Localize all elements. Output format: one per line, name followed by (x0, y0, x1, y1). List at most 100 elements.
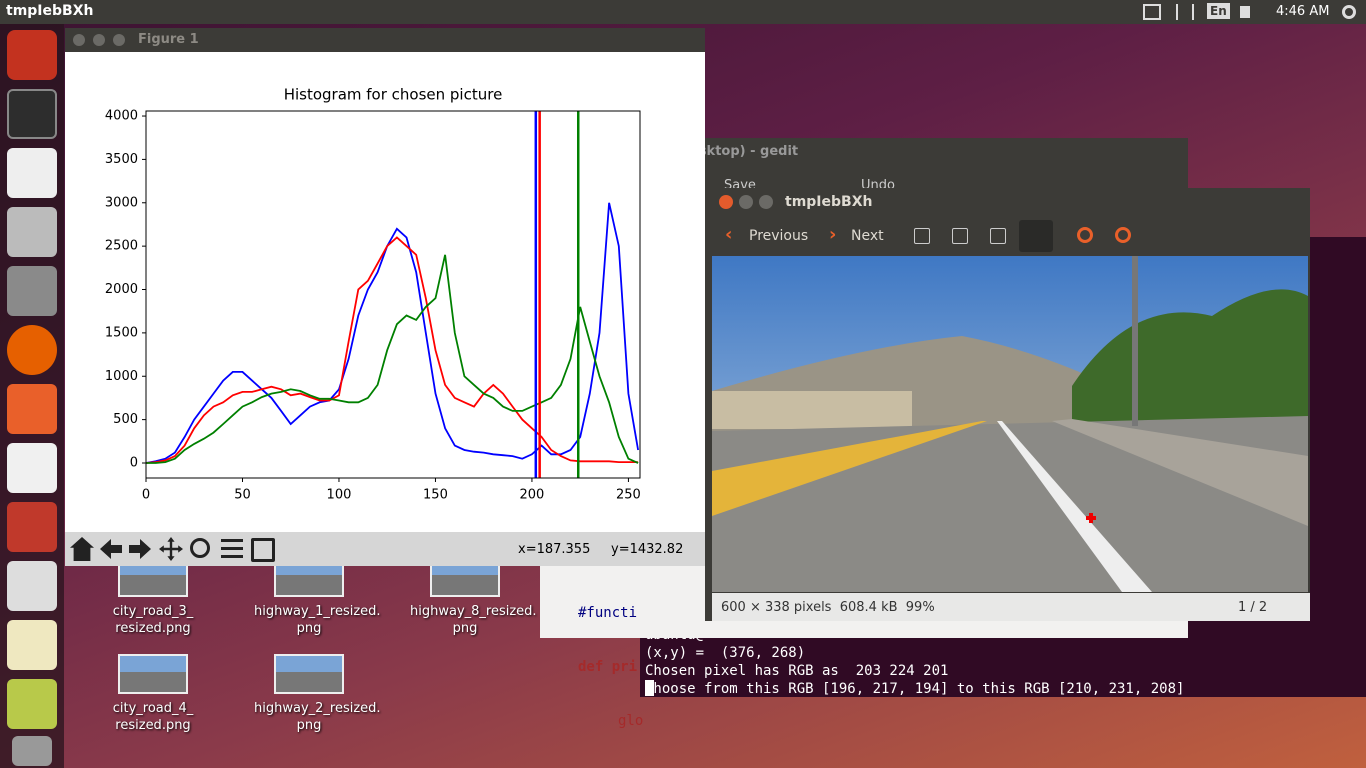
text-editor-launcher[interactable] (7, 561, 57, 611)
file-label: png (296, 621, 322, 636)
normal-size-button[interactable] (990, 228, 1006, 244)
x-tick-label: 100 (327, 488, 352, 503)
best-fit-button[interactable] (1019, 220, 1053, 252)
viewer-toolbar: ‹ Previous › Next (705, 218, 1310, 256)
next-button[interactable]: Next (851, 228, 884, 244)
terminal-line: Choose from this RGB [196, 217, 194] to … (645, 681, 1185, 697)
y-tick-label: 4000 (105, 109, 138, 124)
home-button[interactable] (70, 537, 94, 561)
y-tick-label: 1500 (105, 325, 138, 340)
figure-title: Figure 1 (138, 32, 199, 47)
zoom-button[interactable] (190, 538, 210, 558)
desktop-file[interactable]: highway_2_resized.png (254, 654, 381, 734)
y-tick-label: 3500 (105, 152, 138, 167)
y-tick-label: 2500 (105, 239, 138, 254)
y-tick-label: 500 (113, 412, 138, 427)
file-label: png (452, 621, 478, 636)
image-viewer-launcher[interactable] (7, 679, 57, 729)
amazon-launcher[interactable] (7, 443, 57, 493)
chart: Histogram for chosen picture 0 500 1000 150… (105, 86, 641, 503)
volume-icon[interactable] (1240, 6, 1250, 18)
zoom-out-button[interactable] (952, 228, 968, 244)
chart-title: Histogram for chosen picture (284, 86, 503, 104)
rotate-right-button[interactable] (1115, 227, 1131, 243)
x-tick-label: 0 (142, 488, 150, 503)
terminal-line: Chosen pixel has RGB as 203 224 201 (645, 663, 949, 679)
y-tick-label: 1000 (105, 369, 138, 384)
terminal-line: (x,y) = (376, 268) (645, 645, 806, 661)
desktop-file[interactable]: highway_8_resized.png (410, 557, 537, 637)
x-tick-label: 250 (616, 488, 641, 503)
close-button[interactable] (719, 195, 733, 209)
settings-icon[interactable] (1342, 5, 1356, 19)
pan-button[interactable] (159, 537, 183, 561)
window-title: tmpIebBXh (6, 3, 94, 19)
histogram-line (145, 202, 639, 464)
histogram-line (145, 236, 639, 464)
y-tick-label: 3000 (105, 195, 138, 210)
figure-toolbar: x=187.355 y=1432.82 (65, 532, 705, 566)
minimize-button[interactable] (739, 195, 753, 209)
image-info: 600 × 338 pixels 608.4 kB 99% (721, 600, 935, 615)
trash-launcher[interactable] (12, 736, 52, 766)
figure-titlebar: Figure 1 (65, 28, 705, 52)
configure-button[interactable] (221, 539, 243, 559)
files-launcher[interactable] (7, 266, 57, 316)
terminal-launcher[interactable] (7, 89, 57, 139)
cursor-y: y=1432.82 (611, 542, 684, 557)
firefox-launcher[interactable] (7, 325, 57, 375)
gedit-title: esktop) - gedit (690, 144, 799, 159)
thumbnail (274, 654, 344, 694)
file-label: city_road_4_ (112, 701, 194, 716)
minimize-button[interactable] (93, 34, 105, 46)
previous-button[interactable]: Previous (749, 228, 809, 244)
maximize-button[interactable] (113, 34, 125, 46)
thumbnail (118, 654, 188, 694)
zoom-in-button[interactable] (914, 228, 930, 244)
back-button[interactable] (100, 539, 122, 559)
keyboard-language[interactable]: En (1207, 3, 1230, 19)
code-line: def pri (578, 659, 638, 675)
desktop-file[interactable]: highway_1_resized.png (254, 557, 381, 637)
x-tick-label: 50 (234, 488, 251, 503)
next-arrow[interactable]: › (829, 224, 837, 245)
axes-frame (145, 110, 641, 479)
desktop-file[interactable]: city_road_3_ resized.png (98, 557, 208, 637)
gedit-code: #functi def pri glo (578, 568, 643, 766)
viewer-title: tmpIebBXh (785, 194, 873, 210)
file-label: highway_2_resized. (254, 701, 381, 716)
file-label: city_road_3_ (112, 604, 194, 619)
dash-button[interactable] (7, 30, 57, 80)
desktop-file[interactable]: city_road_4_ resized.png (98, 654, 208, 734)
network-icon[interactable] (1176, 4, 1194, 20)
system-settings-launcher[interactable] (7, 502, 57, 552)
python-launcher[interactable] (7, 620, 57, 670)
libreoffice-launcher[interactable] (7, 148, 57, 198)
software-center-launcher[interactable] (7, 384, 57, 434)
code-line: #functi (578, 605, 638, 621)
workspace-icon[interactable] (1143, 4, 1161, 20)
file-label: highway_8_resized. (410, 604, 537, 619)
file-label: highway_1_resized. (254, 604, 381, 619)
image-viewer-window: tmpIebBXh ‹ Previous › Next 600 × 338 pi… (705, 188, 1310, 621)
maximize-button[interactable] (759, 195, 773, 209)
forward-button[interactable] (129, 539, 151, 559)
close-button[interactable] (73, 34, 85, 46)
rotate-left-button[interactable] (1077, 227, 1093, 243)
camera-launcher[interactable] (7, 207, 57, 257)
y-tick-label: 2000 (105, 282, 138, 297)
figure-window: Figure 1 Histogram for chosen picture 0 5… (65, 28, 705, 566)
histogram-line (146, 254, 639, 464)
cursor (645, 680, 654, 696)
top-bar: tmpIebBXh En 4:46 AM (0, 0, 1366, 24)
save-figure-button[interactable] (251, 538, 275, 562)
previous-arrow[interactable]: ‹ (725, 224, 733, 245)
file-label: resized.png (115, 718, 191, 733)
file-label: png (296, 718, 322, 733)
clock[interactable]: 4:46 AM (1276, 4, 1330, 19)
file-label: resized.png (115, 621, 191, 636)
road-image (712, 256, 1308, 592)
launcher (0, 24, 64, 768)
x-tick-label: 150 (423, 488, 448, 503)
